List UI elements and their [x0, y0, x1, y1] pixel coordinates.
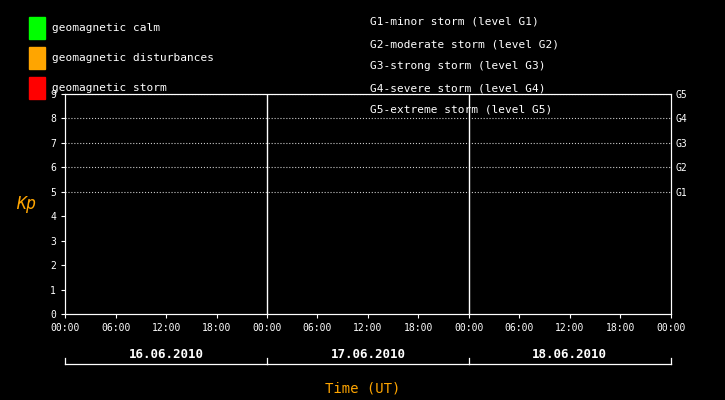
Text: 17.06.2010: 17.06.2010 [331, 348, 405, 360]
Text: G3-strong storm (level G3): G3-strong storm (level G3) [370, 61, 545, 71]
Text: Time (UT): Time (UT) [325, 381, 400, 395]
Text: G2-moderate storm (level G2): G2-moderate storm (level G2) [370, 39, 559, 49]
Text: G1-minor storm (level G1): G1-minor storm (level G1) [370, 17, 539, 27]
Text: G5-extreme storm (level G5): G5-extreme storm (level G5) [370, 105, 552, 115]
Text: Kp: Kp [16, 195, 36, 213]
Text: geomagnetic calm: geomagnetic calm [52, 23, 160, 33]
Text: 16.06.2010: 16.06.2010 [128, 348, 204, 360]
Text: geomagnetic disturbances: geomagnetic disturbances [52, 53, 214, 63]
Text: 18.06.2010: 18.06.2010 [532, 348, 608, 360]
Text: geomagnetic storm: geomagnetic storm [52, 83, 167, 93]
Text: G4-severe storm (level G4): G4-severe storm (level G4) [370, 83, 545, 93]
